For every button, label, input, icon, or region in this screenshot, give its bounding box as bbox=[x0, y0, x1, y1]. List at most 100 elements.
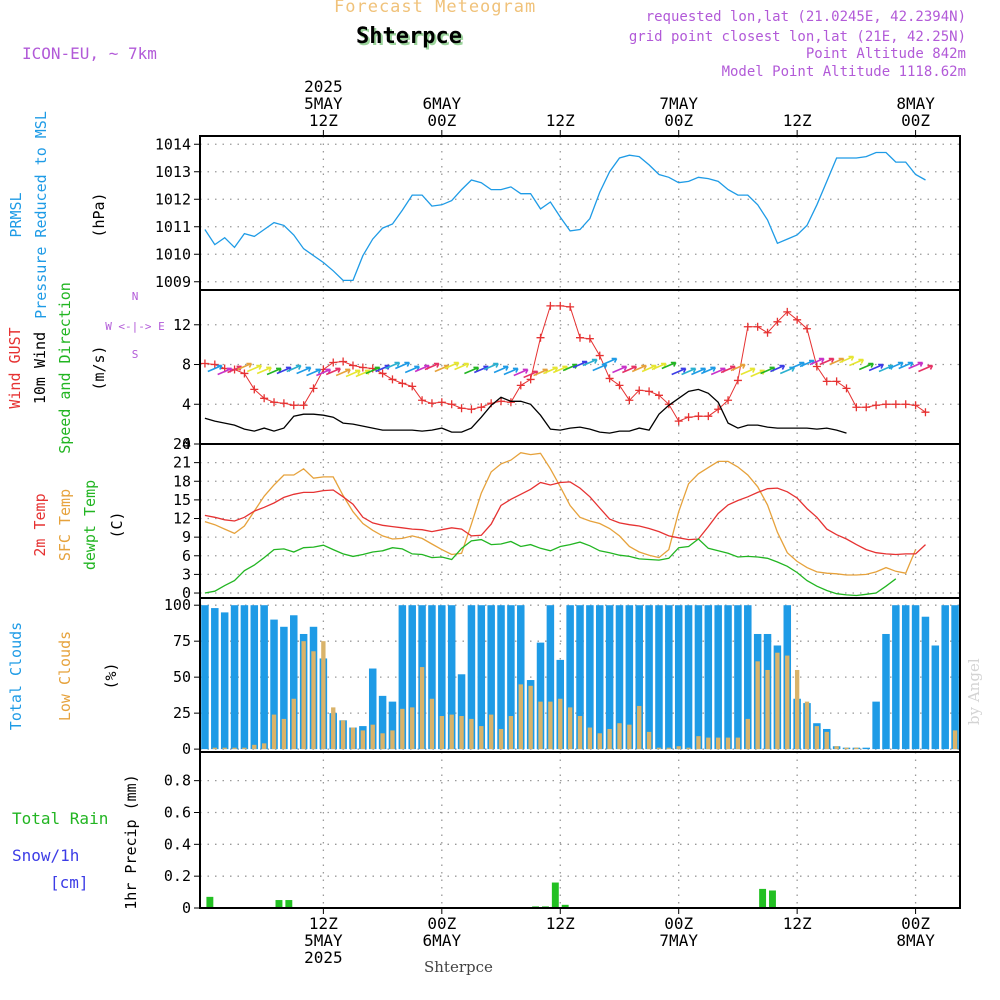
total-cloud-bar bbox=[566, 605, 574, 750]
wind-direction-arrow bbox=[730, 363, 746, 372]
wind-direction-arrow bbox=[385, 361, 401, 370]
time-label-bottom: 5MAY bbox=[304, 931, 343, 950]
y-tick-label: 3 bbox=[182, 565, 191, 583]
y-tick-label: 0.2 bbox=[164, 867, 191, 885]
low-cloud-bar bbox=[321, 641, 326, 750]
gust-marker bbox=[427, 399, 436, 408]
gust-marker bbox=[457, 404, 466, 413]
wind-direction-arrow bbox=[740, 367, 756, 376]
wind-direction-arrow bbox=[868, 363, 884, 372]
low-cloud-bar bbox=[548, 701, 553, 750]
time-label-bottom: 00Z bbox=[427, 914, 456, 933]
low-cloud-bar bbox=[627, 724, 632, 750]
low-cloud-bar bbox=[508, 716, 514, 750]
gust-marker bbox=[812, 362, 821, 371]
y-tick-label: 1010 bbox=[155, 245, 191, 263]
gust-marker bbox=[694, 412, 703, 421]
low-cloud-bar bbox=[261, 743, 267, 750]
gust-marker bbox=[793, 315, 802, 324]
dewpt-line bbox=[204, 538, 897, 597]
gust-marker bbox=[704, 412, 713, 421]
gust-marker bbox=[605, 374, 614, 383]
gust-marker bbox=[418, 396, 427, 405]
y-tick-label: 8 bbox=[182, 356, 191, 374]
gust-marker bbox=[556, 301, 565, 310]
time-label-top: 00Z bbox=[901, 111, 930, 130]
precip-label-snow: Snow/1h bbox=[12, 846, 79, 865]
low-cloud-bar bbox=[242, 747, 247, 750]
rain-bar bbox=[759, 888, 767, 908]
low-cloud-bar bbox=[281, 718, 287, 750]
total-cloud-bar bbox=[586, 605, 594, 750]
low-cloud-bar bbox=[429, 698, 435, 750]
temp-label: (C) bbox=[108, 511, 126, 538]
total-cloud-bar bbox=[615, 605, 624, 750]
wind-direction-arrow bbox=[207, 364, 223, 373]
wind-direction-arrow bbox=[464, 366, 480, 375]
low-cloud-bar bbox=[656, 747, 662, 750]
low-cloud-bar bbox=[518, 684, 523, 750]
low-cloud-bar bbox=[469, 718, 474, 750]
total-cloud-bar bbox=[260, 605, 268, 750]
gust-marker bbox=[398, 379, 407, 388]
low-cloud-bar bbox=[755, 661, 760, 750]
total-cloud-bar bbox=[921, 616, 930, 750]
total-cloud-bar bbox=[892, 605, 900, 750]
y-tick-label: 0 bbox=[182, 435, 191, 453]
total-cloud-bar bbox=[951, 605, 959, 750]
gust-marker bbox=[467, 405, 476, 414]
total-cloud-bar bbox=[941, 605, 949, 750]
gust-marker bbox=[506, 398, 515, 407]
y-tick-label: 21 bbox=[173, 454, 191, 472]
low-cloud-bar bbox=[370, 724, 375, 750]
gust-marker bbox=[615, 381, 624, 390]
wind-direction-arrow bbox=[602, 357, 618, 366]
gust-marker bbox=[309, 384, 318, 393]
total-cloud-bar bbox=[665, 605, 673, 750]
wind-direction-arrow bbox=[325, 367, 341, 376]
y-tick-label: 6 bbox=[182, 547, 191, 565]
low-cloud-bar bbox=[380, 733, 385, 750]
total-cloud-bar bbox=[694, 605, 703, 750]
wind-label: 10m Wind bbox=[31, 332, 49, 404]
wind-direction-arrow bbox=[888, 361, 904, 370]
wind-direction-arrow bbox=[849, 358, 865, 367]
total-cloud-bar bbox=[911, 605, 920, 750]
total-cloud-bar bbox=[635, 605, 643, 750]
low-cloud-bar bbox=[488, 714, 494, 750]
low-cloud-bar bbox=[824, 731, 829, 750]
wind-direction-arrow bbox=[424, 362, 440, 371]
gust-marker bbox=[299, 401, 308, 410]
low-cloud-bar bbox=[765, 669, 770, 750]
total-cloud-bar bbox=[546, 605, 555, 750]
y-tick-label: 18 bbox=[173, 472, 191, 490]
rain-bar bbox=[206, 896, 214, 908]
wind-direction-arrow bbox=[404, 365, 420, 374]
total-cloud-bar bbox=[645, 605, 653, 750]
y-tick-label: 12 bbox=[173, 316, 191, 334]
total-cloud-bar bbox=[497, 605, 505, 750]
wind-direction-arrow bbox=[266, 367, 282, 376]
total-cloud-bar bbox=[674, 605, 683, 750]
gust-marker bbox=[881, 400, 890, 409]
compass-north: N bbox=[132, 290, 139, 303]
low-cloud-bar bbox=[271, 714, 277, 750]
total-cloud-bar bbox=[487, 605, 495, 750]
wind-direction-arrow bbox=[395, 361, 411, 370]
wind-label: (m/s) bbox=[90, 345, 108, 390]
temp-label: dewpt Temp bbox=[81, 480, 99, 570]
precip-axis-label: 1hr Precip (mm) bbox=[122, 774, 140, 909]
gust-marker bbox=[339, 357, 348, 366]
low-cloud-bar bbox=[350, 727, 356, 750]
gust-marker bbox=[329, 358, 338, 367]
low-cloud-bar bbox=[745, 718, 750, 750]
gust-marker bbox=[437, 398, 446, 407]
gust-marker bbox=[516, 381, 525, 390]
low-cloud-bar bbox=[775, 652, 780, 750]
wind-direction-arrow bbox=[809, 357, 825, 366]
total-cloud-bar bbox=[536, 642, 545, 750]
total-cloud-bar bbox=[655, 605, 663, 750]
time-label-bottom: 12Z bbox=[309, 914, 338, 933]
low-cloud-bar bbox=[666, 747, 672, 750]
